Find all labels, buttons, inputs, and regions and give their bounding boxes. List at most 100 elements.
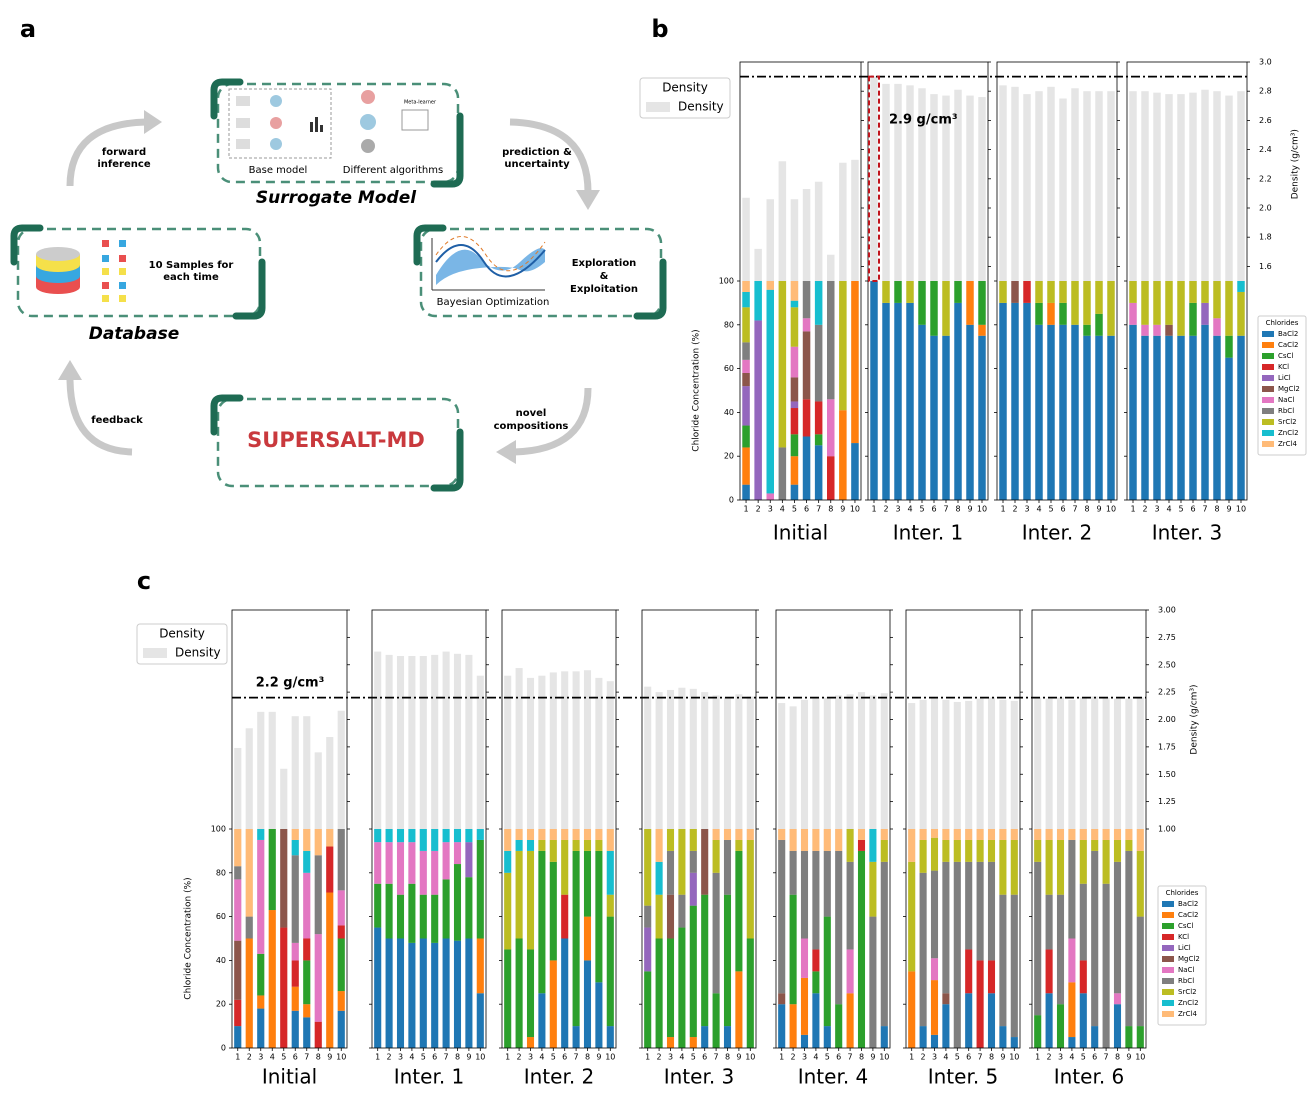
x-tick-label: 8 (455, 1053, 460, 1062)
arrowhead (496, 440, 516, 464)
composition-segment (1153, 324, 1161, 336)
arrow (66, 377, 133, 456)
composition-segment (583, 850, 592, 917)
composition-segment (465, 829, 473, 843)
label: feedback (91, 415, 143, 426)
y2-tick-label: 1.6 (1259, 262, 1272, 271)
composition-segment (655, 829, 663, 862)
subplot: 1 2 3 4 5 6 7 8 9 10 1.00 1.25 1.50 1.75 2.00 2.25 2.50 2… (1029, 606, 1176, 1089)
composition-segment (870, 281, 878, 500)
composition-segment (326, 846, 334, 893)
composition-segment (966, 281, 974, 325)
label: Bayesian Optimization (437, 297, 550, 308)
composition-segment (1045, 829, 1053, 840)
composition-segment (1010, 1037, 1018, 1048)
x-tick-label: 9 (1226, 505, 1231, 514)
composition-segment (291, 986, 299, 1011)
y-tick-label: 40 (216, 956, 226, 965)
composition-segment (839, 281, 847, 411)
composition-segment (291, 855, 299, 943)
legend-swatch (1162, 901, 1174, 907)
subplot-label: Inter. 1 (394, 1065, 465, 1089)
composition-segment (1045, 993, 1053, 1048)
composition-segment (572, 839, 580, 851)
composition-segment (894, 281, 902, 303)
composition-segment (678, 894, 686, 928)
composition-segment (1125, 1026, 1133, 1048)
composition-segment (453, 842, 462, 865)
composition-segment (515, 829, 523, 840)
composition-segment (800, 938, 809, 978)
composition-segment (1213, 335, 1221, 500)
composition-segment (999, 281, 1007, 303)
x-tick-label: 3 (802, 1053, 807, 1062)
bracket (633, 258, 667, 320)
composition-segment (504, 949, 512, 1048)
subplot-label: Inter. 4 (798, 1065, 869, 1089)
composition-segment (606, 1026, 614, 1048)
subplot-label: Inter. 5 (928, 1065, 999, 1089)
composition-segment (1079, 993, 1087, 1048)
composition-segment (314, 829, 322, 856)
composition-segment (303, 1004, 311, 1018)
composition-segment (930, 829, 939, 838)
subplot: 1 2 3 4 5 6 7 8 9 10 Inter. 2 (499, 609, 619, 1089)
composition-segment (735, 829, 743, 840)
composition-segment (790, 401, 799, 409)
y-axis-label: Chloride Concentration (%) (184, 877, 194, 999)
legend-label: CsCl (1178, 922, 1193, 930)
composition-segment (606, 850, 614, 895)
composition-segment (1141, 281, 1149, 325)
x-tick-label: 4 (1166, 505, 1171, 514)
y2-tick-label: 1.8 (1259, 233, 1272, 242)
composition-segment (526, 850, 535, 950)
legend-swatch (1162, 978, 1174, 984)
composition-segment (314, 1021, 322, 1048)
composition-segment (374, 829, 382, 843)
composition-segment (839, 410, 847, 500)
bracket (430, 112, 464, 188)
composition-segment (789, 829, 797, 851)
composition-segment (374, 883, 382, 928)
x-tick-label: 4 (270, 1053, 275, 1062)
composition-segment (303, 1017, 311, 1048)
composition-segment (942, 993, 950, 1005)
composition-segment (1129, 324, 1137, 500)
composition-segment (385, 883, 393, 939)
composition-segment (987, 829, 996, 840)
composition-segment (908, 861, 916, 972)
x-tick-label: 3 (895, 505, 900, 514)
database-icon (36, 240, 126, 302)
x-tick-label: 5 (792, 505, 797, 514)
composition-segment (1153, 335, 1161, 500)
x-tick-label: 3 (258, 1053, 263, 1062)
composition-segment (234, 866, 242, 880)
composition-segment (515, 839, 523, 851)
composition-segment (1011, 302, 1019, 500)
composition-segment (561, 829, 569, 840)
composition-segment (1225, 335, 1233, 358)
composition-segment (538, 839, 546, 851)
composition-segment (303, 872, 311, 939)
x-tick-label: 5 (1178, 505, 1183, 514)
x-tick-label: 8 (955, 505, 960, 514)
x-tick-label: 7 (848, 1053, 853, 1062)
composition-segment (826, 399, 835, 457)
composition-segment (1083, 335, 1091, 500)
composition-segment (408, 829, 416, 843)
composition-segment (835, 850, 843, 1005)
composition-segment (1079, 960, 1087, 994)
composition-segment (742, 484, 750, 500)
composition-segment (701, 894, 709, 1027)
subplot: 1 2 3 4 5 6 7 8 9 10 Inter. 2 (994, 61, 1120, 545)
composition-segment (953, 839, 961, 862)
composition-segment (303, 938, 311, 961)
box (216, 82, 460, 184)
composition-segment (1213, 318, 1221, 336)
composition-segment (1047, 324, 1055, 500)
composition-segment (666, 894, 675, 939)
composition-segment (442, 879, 450, 939)
composition-segment (930, 958, 939, 981)
